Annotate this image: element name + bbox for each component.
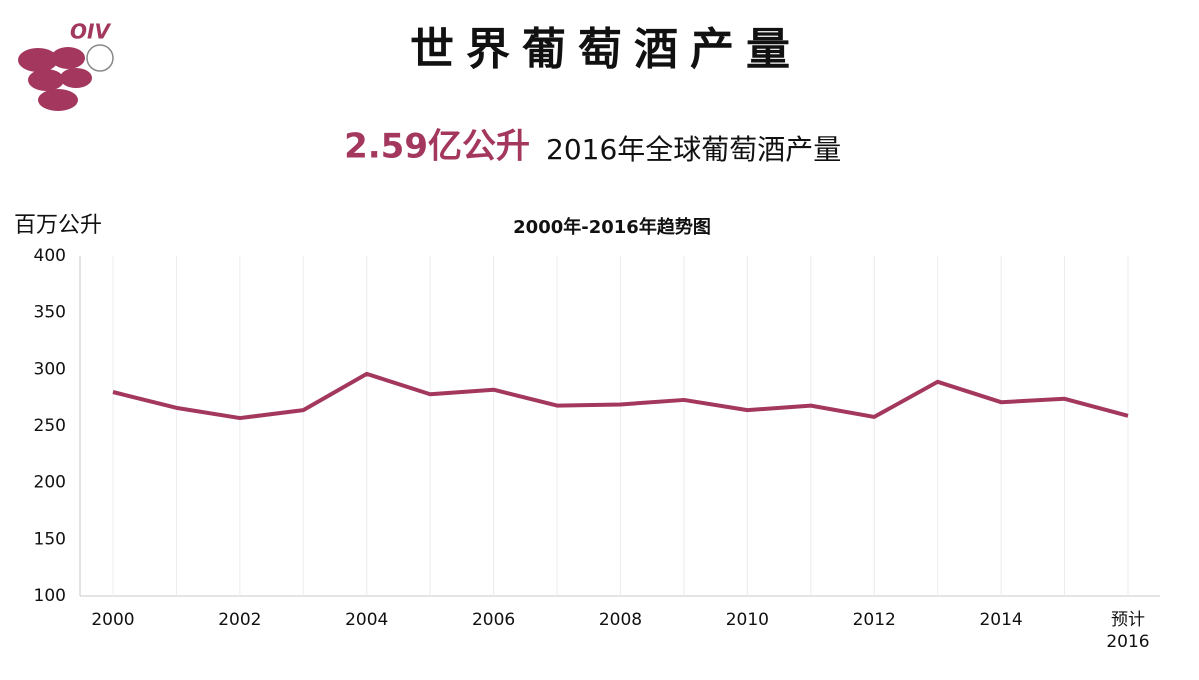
logo-shape bbox=[51, 47, 85, 69]
x-tick-label-line: 2016 bbox=[1106, 632, 1149, 652]
logo: OIV bbox=[18, 20, 114, 111]
x-tick-label: 2002 bbox=[218, 610, 261, 630]
x-tick-label: 2014 bbox=[979, 610, 1022, 630]
y-tick-label: 150 bbox=[34, 529, 66, 549]
logo-shape bbox=[28, 69, 64, 91]
y-tick-label: 300 bbox=[34, 359, 66, 379]
data-line bbox=[112, 371, 1129, 421]
x-tick-label: 预计 2016 bbox=[1106, 610, 1149, 652]
y-tick-label: 350 bbox=[34, 303, 66, 323]
logo-shape bbox=[38, 89, 78, 111]
y-axis-label: 百万公升 bbox=[14, 213, 102, 238]
logo-shape bbox=[60, 68, 92, 88]
logo-globe bbox=[86, 44, 114, 72]
y-tick-label: 400 bbox=[34, 246, 66, 266]
headline-value: 2.59亿公升 bbox=[344, 127, 530, 167]
x-tick-label: 2006 bbox=[472, 610, 515, 630]
x-tick-label: 2004 bbox=[345, 610, 388, 630]
x-tick-label-line: 预计 bbox=[1111, 610, 1145, 630]
logo-shape bbox=[18, 48, 58, 72]
headline-text: 2016年全球葡萄酒产量 bbox=[546, 133, 841, 166]
slide-title: 世界葡萄酒产量 bbox=[410, 24, 802, 75]
x-tick-label: 2010 bbox=[726, 610, 769, 630]
chart-title: 2000年-2016年趋势图 bbox=[513, 216, 711, 238]
y-tick-label: 250 bbox=[34, 416, 66, 436]
x-tick-label: 2008 bbox=[599, 610, 642, 630]
y-tick-label: 200 bbox=[34, 473, 66, 493]
logo-text: OIV bbox=[70, 20, 111, 44]
x-tick-label: 2012 bbox=[853, 610, 896, 630]
y-tick-label: 100 bbox=[34, 586, 66, 606]
x-tick-label: 2000 bbox=[91, 610, 134, 630]
